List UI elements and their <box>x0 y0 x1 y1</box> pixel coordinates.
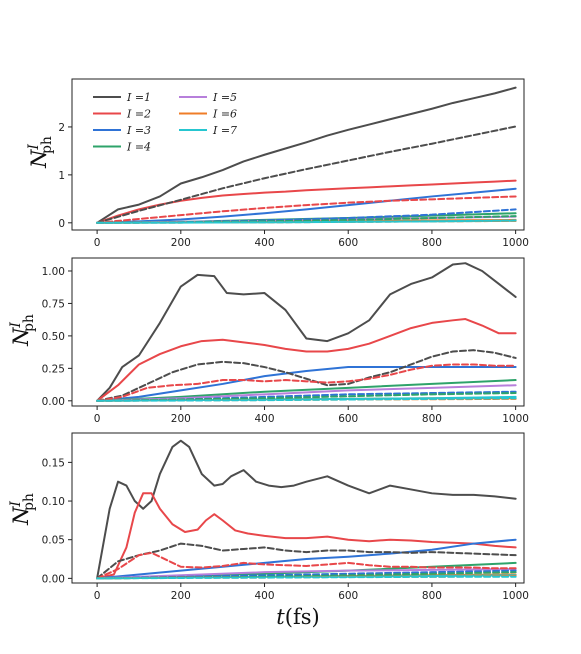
panel-1-series <box>96 86 517 224</box>
y-tick-label: 1 <box>58 170 65 182</box>
series-line-i5-solid <box>96 568 517 580</box>
y-tick-label: 0.00 <box>42 573 65 585</box>
series-line-i4-dashed <box>96 392 517 402</box>
panel-2: 0 200 400 600 800 1000 0.00 0.25 0.50 0.75 1.00 NI… <box>8 257 529 425</box>
series-line-i7-dashed <box>96 219 517 224</box>
series-line-i3-solid <box>96 366 517 402</box>
legend-label: I =7 <box>212 124 237 137</box>
legend-label: I =6 <box>212 108 237 121</box>
x-tick-label: 1000 <box>502 590 529 602</box>
series-line-i2-dashed <box>96 363 517 402</box>
y-tick-label: 0.50 <box>42 331 65 343</box>
x-tick-label: 600 <box>338 237 358 249</box>
x-tick-label: 0 <box>94 413 101 425</box>
panel-3-ticks: 0 200 400 600 800 1000 0.00 0.05 0.10 0.15 <box>42 457 529 602</box>
panel-2-ylabel: NIph <box>8 314 37 347</box>
series-line-i7-dashed <box>96 575 517 580</box>
series-line-i4-solid <box>96 379 517 402</box>
x-tick-label: 800 <box>422 237 442 249</box>
y-tick-label: 0 <box>58 218 65 230</box>
x-axis-label: t(fs) <box>276 605 319 629</box>
series-line-i1-solid <box>96 262 517 402</box>
panel-1-ticks: 0 200 400 600 800 1000 0 1 2 <box>58 122 529 249</box>
series-line-i2-dashed <box>96 551 517 580</box>
panel-2-frame <box>71 257 525 407</box>
legend: I =1 I =2 I =3 I =4 I =5 I =6 I =7 <box>93 91 237 154</box>
panel-3-frame <box>71 432 525 584</box>
series-line-i2-solid <box>96 318 517 402</box>
x-tick-label: 600 <box>338 590 358 602</box>
panel-3: 0 200 400 600 800 1000 0.00 0.05 0.10 0.15 NIph <box>8 432 529 602</box>
panel-3-ylabel: NIph <box>8 493 37 526</box>
panel-1-frame <box>71 78 525 231</box>
legend-label: I =4 <box>126 141 151 154</box>
x-tick-label: 600 <box>338 413 358 425</box>
x-tick-label: 400 <box>254 413 274 425</box>
x-tick-label: 800 <box>422 413 442 425</box>
legend-label: I =3 <box>126 124 151 137</box>
legend-label: I =1 <box>126 91 151 104</box>
x-tick-label: 800 <box>422 590 442 602</box>
series-line-i2-dashed <box>96 195 517 224</box>
y-tick-label: 0.05 <box>42 535 65 547</box>
y-tick-label: 0.75 <box>42 298 65 310</box>
panel-2-ticks: 0 200 400 600 800 1000 0.00 0.25 0.50 0.75 1.00 <box>42 266 529 425</box>
series-line-i1-solid <box>96 439 517 580</box>
x-tick-label: 400 <box>254 237 274 249</box>
y-tick-label: 0.25 <box>42 363 65 375</box>
legend-label: I =2 <box>126 108 151 121</box>
x-tick-label: 1000 <box>502 237 529 249</box>
y-tick-label: 1.00 <box>42 266 65 278</box>
series-line-i7-dashed <box>96 397 517 402</box>
x-tick-label: 400 <box>254 590 274 602</box>
series-line-i5-solid <box>96 384 517 402</box>
x-tick-label: 0 <box>94 237 101 249</box>
series-line-i2-solid <box>96 492 517 580</box>
x-tick-label: 0 <box>94 590 101 602</box>
panel-3-series <box>96 439 517 580</box>
series-line-i3-solid <box>96 538 517 580</box>
y-tick-label: 0.15 <box>42 457 65 469</box>
x-tick-label: 1000 <box>502 413 529 425</box>
y-tick-label: 0.00 <box>42 396 65 408</box>
y-tick-label: 2 <box>58 122 65 134</box>
panel-1-ylabel: NIph <box>26 136 55 169</box>
series-line-i1-solid <box>96 86 517 224</box>
x-tick-label: 200 <box>171 237 191 249</box>
legend-label: I =5 <box>212 91 237 104</box>
y-tick-label: 0.10 <box>42 496 65 508</box>
panel-2-series <box>96 262 517 402</box>
series-line-i1-dashed <box>96 125 517 224</box>
x-tick-label: 200 <box>171 413 191 425</box>
x-tick-label: 200 <box>171 590 191 602</box>
series-line-i1-dashed <box>96 542 517 580</box>
series-line-i3-solid <box>96 187 517 224</box>
